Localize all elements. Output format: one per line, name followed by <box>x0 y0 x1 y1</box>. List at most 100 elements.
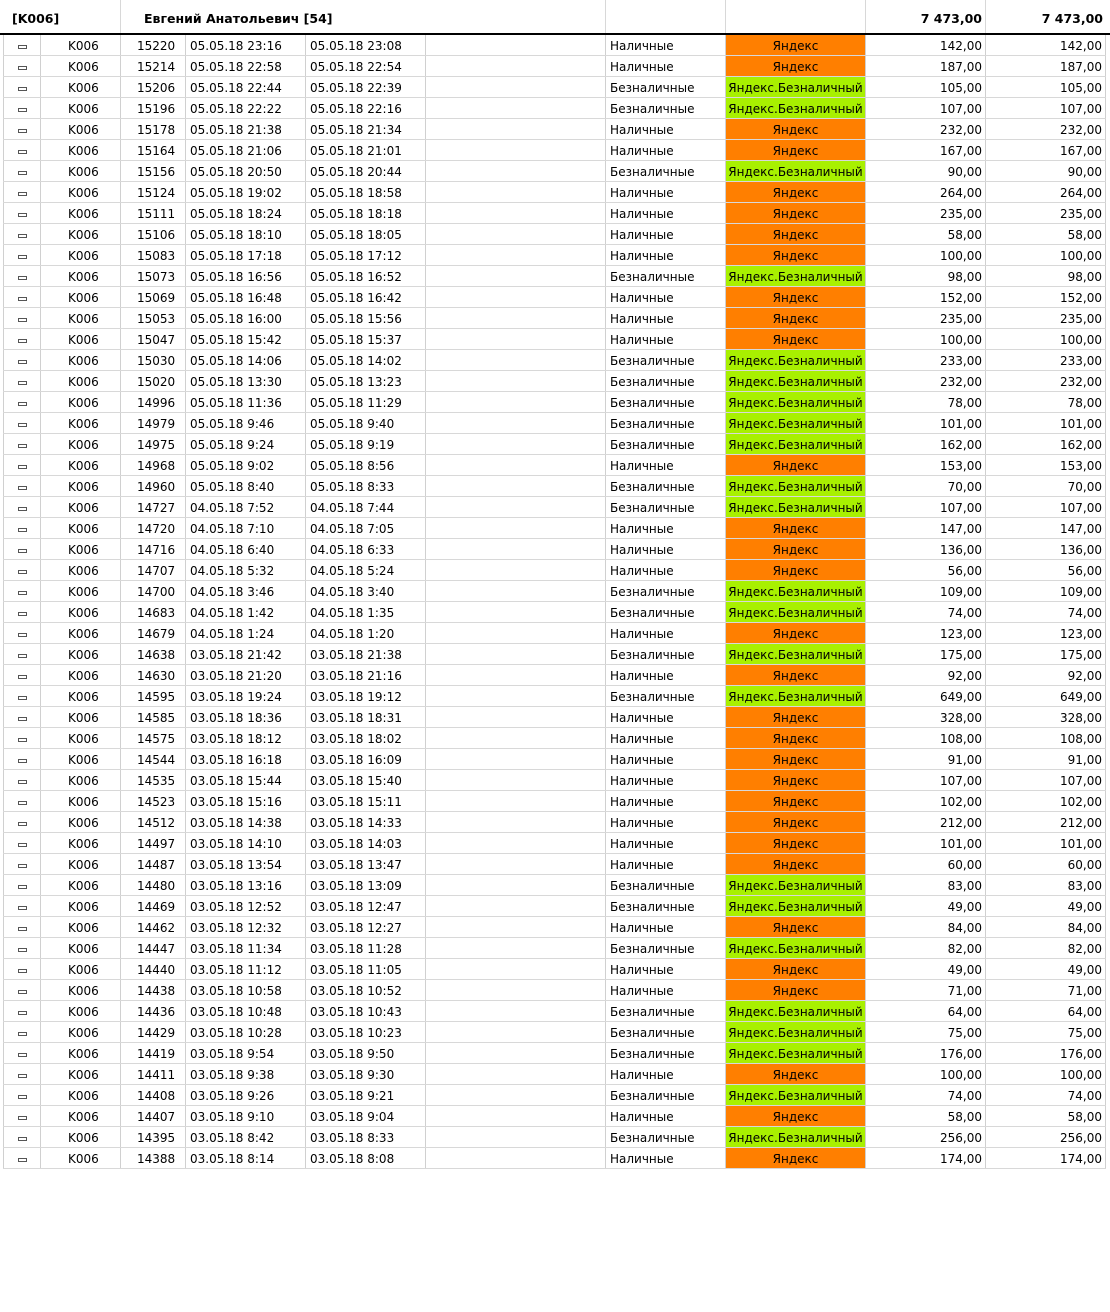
table-row[interactable]: K006 14575 03.05.18 18:12 03.05.18 18:02 Нал… <box>3 728 1106 749</box>
table-row[interactable]: K006 15030 05.05.18 14:06 05.05.18 14:02 Без… <box>3 350 1106 371</box>
collapse-icon[interactable] <box>17 380 27 385</box>
table-row[interactable]: K006 14407 03.05.18 9:10 03.05.18 9:04 Налич… <box>3 1106 1106 1127</box>
collapse-icon[interactable] <box>17 212 27 217</box>
table-row[interactable]: K006 14480 03.05.18 13:16 03.05.18 13:09 Без… <box>3 875 1106 896</box>
table-row[interactable]: K006 14683 04.05.18 1:42 04.05.18 1:35 Безна… <box>3 602 1106 623</box>
table-row[interactable]: K006 14447 03.05.18 11:34 03.05.18 11:28 Без… <box>3 938 1106 959</box>
collapse-icon[interactable] <box>17 905 27 910</box>
collapse-icon[interactable] <box>17 506 27 511</box>
table-row[interactable]: K006 14419 03.05.18 9:54 03.05.18 9:50 Безна… <box>3 1043 1106 1064</box>
collapse-icon[interactable] <box>17 464 27 469</box>
collapse-icon[interactable] <box>17 1157 27 1162</box>
table-row[interactable]: K006 14438 03.05.18 10:58 03.05.18 10:52 Нал… <box>3 980 1106 1001</box>
table-row[interactable]: K006 14436 03.05.18 10:48 03.05.18 10:43 Без… <box>3 1001 1106 1022</box>
table-row[interactable]: K006 14469 03.05.18 12:52 03.05.18 12:47 Без… <box>3 896 1106 917</box>
table-row[interactable]: K006 14487 03.05.18 13:54 03.05.18 13:47 Нал… <box>3 854 1106 875</box>
collapse-icon[interactable] <box>17 1115 27 1120</box>
table-row[interactable]: K006 14960 05.05.18 8:40 05.05.18 8:33 Безна… <box>3 476 1106 497</box>
collapse-icon[interactable] <box>17 170 27 175</box>
collapse-icon[interactable] <box>17 443 27 448</box>
collapse-icon[interactable] <box>17 359 27 364</box>
table-row[interactable]: K006 15178 05.05.18 21:38 05.05.18 21:34 Нал… <box>3 119 1106 140</box>
collapse-icon[interactable] <box>17 296 27 301</box>
collapse-icon[interactable] <box>17 1031 27 1036</box>
collapse-icon[interactable] <box>17 968 27 973</box>
collapse-icon[interactable] <box>17 422 27 427</box>
table-row[interactable]: K006 14388 03.05.18 8:14 03.05.18 8:08 Налич… <box>3 1148 1106 1169</box>
table-row[interactable]: K006 14535 03.05.18 15:44 03.05.18 15:40 Нал… <box>3 770 1106 791</box>
collapse-icon[interactable] <box>17 779 27 784</box>
collapse-icon[interactable] <box>17 254 27 259</box>
table-row[interactable]: K006 14968 05.05.18 9:02 05.05.18 8:56 Налич… <box>3 455 1106 476</box>
collapse-icon[interactable] <box>17 191 27 196</box>
table-row[interactable]: K006 14440 03.05.18 11:12 03.05.18 11:05 Нал… <box>3 959 1106 980</box>
table-row[interactable]: K006 14462 03.05.18 12:32 03.05.18 12:27 Нал… <box>3 917 1106 938</box>
table-row[interactable]: K006 15073 05.05.18 16:56 05.05.18 16:52 Без… <box>3 266 1106 287</box>
table-row[interactable]: K006 14979 05.05.18 9:46 05.05.18 9:40 Безна… <box>3 413 1106 434</box>
collapse-icon[interactable] <box>17 758 27 763</box>
table-row[interactable]: K006 15106 05.05.18 18:10 05.05.18 18:05 Нал… <box>3 224 1106 245</box>
collapse-icon[interactable] <box>17 1094 27 1099</box>
table-row[interactable]: K006 14523 03.05.18 15:16 03.05.18 15:11 Нал… <box>3 791 1106 812</box>
table-row[interactable]: K006 14716 04.05.18 6:40 04.05.18 6:33 Налич… <box>3 539 1106 560</box>
collapse-icon[interactable] <box>17 569 27 574</box>
collapse-icon[interactable] <box>17 947 27 952</box>
collapse-icon[interactable] <box>17 611 27 616</box>
table-row[interactable]: K006 14727 04.05.18 7:52 04.05.18 7:44 Безна… <box>3 497 1106 518</box>
table-row[interactable]: K006 14720 04.05.18 7:10 04.05.18 7:05 Налич… <box>3 518 1106 539</box>
table-row[interactable]: K006 14497 03.05.18 14:10 03.05.18 14:03 Нал… <box>3 833 1106 854</box>
collapse-icon[interactable] <box>17 737 27 742</box>
collapse-icon[interactable] <box>17 149 27 154</box>
collapse-icon[interactable] <box>17 884 27 889</box>
table-row[interactable]: K006 15214 05.05.18 22:58 05.05.18 22:54 Нал… <box>3 56 1106 77</box>
table-row[interactable]: K006 14411 03.05.18 9:38 03.05.18 9:30 Налич… <box>3 1064 1106 1085</box>
table-row[interactable]: K006 14408 03.05.18 9:26 03.05.18 9:21 Безна… <box>3 1085 1106 1106</box>
table-row[interactable]: K006 15220 05.05.18 23:16 05.05.18 23:08 Нал… <box>3 35 1106 56</box>
collapse-icon[interactable] <box>17 275 27 280</box>
collapse-icon[interactable] <box>17 338 27 343</box>
table-row[interactable]: K006 14638 03.05.18 21:42 03.05.18 21:38 Без… <box>3 644 1106 665</box>
collapse-icon[interactable] <box>17 989 27 994</box>
collapse-icon[interactable] <box>17 233 27 238</box>
group-header-row[interactable]: [K006] Евгений Анатольевич [54] 7 473,00… <box>0 0 1110 35</box>
collapse-icon[interactable] <box>17 527 27 532</box>
table-row[interactable]: K006 15069 05.05.18 16:48 05.05.18 16:42 Нал… <box>3 287 1106 308</box>
table-row[interactable]: K006 15156 05.05.18 20:50 05.05.18 20:44 Без… <box>3 161 1106 182</box>
collapse-icon[interactable] <box>17 926 27 931</box>
table-row[interactable]: K006 15111 05.05.18 18:24 05.05.18 18:18 Нал… <box>3 203 1106 224</box>
collapse-icon[interactable] <box>17 632 27 637</box>
collapse-icon[interactable] <box>17 1136 27 1141</box>
table-row[interactable]: K006 15020 05.05.18 13:30 05.05.18 13:23 Без… <box>3 371 1106 392</box>
table-row[interactable]: K006 14996 05.05.18 11:36 05.05.18 11:29 Без… <box>3 392 1106 413</box>
table-row[interactable]: K006 14595 03.05.18 19:24 03.05.18 19:12 Без… <box>3 686 1106 707</box>
collapse-icon[interactable] <box>17 128 27 133</box>
collapse-icon[interactable] <box>17 695 27 700</box>
collapse-icon[interactable] <box>17 674 27 679</box>
collapse-icon[interactable] <box>17 1052 27 1057</box>
table-row[interactable]: K006 14429 03.05.18 10:28 03.05.18 10:23 Без… <box>3 1022 1106 1043</box>
table-row[interactable]: K006 15047 05.05.18 15:42 05.05.18 15:37 Нал… <box>3 329 1106 350</box>
collapse-icon[interactable] <box>17 485 27 490</box>
collapse-icon[interactable] <box>17 1010 27 1015</box>
table-row[interactable]: K006 14700 04.05.18 3:46 04.05.18 3:40 Безна… <box>3 581 1106 602</box>
table-row[interactable]: K006 14395 03.05.18 8:42 03.05.18 8:33 Безна… <box>3 1127 1106 1148</box>
collapse-icon[interactable] <box>17 86 27 91</box>
table-row[interactable]: K006 15124 05.05.18 19:02 05.05.18 18:58 Нал… <box>3 182 1106 203</box>
table-row[interactable]: K006 15083 05.05.18 17:18 05.05.18 17:12 Нал… <box>3 245 1106 266</box>
collapse-icon[interactable] <box>17 44 27 49</box>
collapse-icon[interactable] <box>17 590 27 595</box>
collapse-icon[interactable] <box>17 863 27 868</box>
table-row[interactable]: K006 14679 04.05.18 1:24 04.05.18 1:20 Налич… <box>3 623 1106 644</box>
table-row[interactable]: K006 14630 03.05.18 21:20 03.05.18 21:16 Нал… <box>3 665 1106 686</box>
collapse-icon[interactable] <box>17 317 27 322</box>
collapse-icon[interactable] <box>17 800 27 805</box>
table-row[interactable]: K006 14512 03.05.18 14:38 03.05.18 14:33 Нал… <box>3 812 1106 833</box>
table-row[interactable]: K006 14707 04.05.18 5:32 04.05.18 5:24 Налич… <box>3 560 1106 581</box>
collapse-icon[interactable] <box>17 842 27 847</box>
collapse-icon[interactable] <box>17 548 27 553</box>
table-row[interactable]: K006 15053 05.05.18 16:00 05.05.18 15:56 Нал… <box>3 308 1106 329</box>
collapse-icon[interactable] <box>17 107 27 112</box>
table-row[interactable]: K006 14585 03.05.18 18:36 03.05.18 18:31 Нал… <box>3 707 1106 728</box>
collapse-icon[interactable] <box>17 401 27 406</box>
collapse-icon[interactable] <box>17 716 27 721</box>
